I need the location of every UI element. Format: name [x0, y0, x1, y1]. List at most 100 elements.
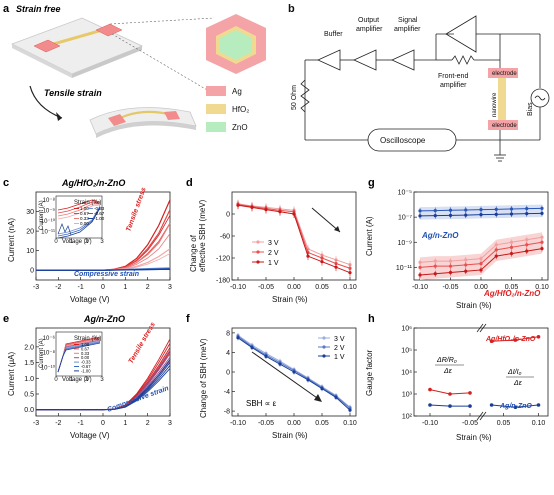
chart-e-inset-legend-label: 0.33	[81, 351, 90, 356]
chart-g-series-point	[479, 257, 483, 261]
chart-e-inset-legend-label: 0.00	[81, 355, 90, 360]
panel-b: b	[288, 3, 550, 162]
chart-g-xlabel: Strain (%)	[456, 301, 492, 310]
chart-g-label-ag-hfo2-zno: Ag/HfO₂/n-ZnO	[483, 289, 541, 298]
chart-h-ytick-label: 10⁵	[401, 348, 412, 355]
panel-label-d: d	[186, 177, 193, 189]
chart-h-ylabel: Gauge factor	[365, 349, 374, 396]
chart-h-series-point	[428, 387, 432, 392]
label-frontend-amp: Front-end amplifier	[438, 73, 468, 89]
chart-h-series-point	[468, 391, 472, 395]
legend-label-ag: Ag	[232, 87, 242, 96]
chart-h-series	[428, 335, 541, 410]
chart-e-ytick-label: 0.0	[24, 407, 34, 414]
zoom-line-top	[109, 17, 215, 25]
chart-h-break-top-2	[479, 323, 487, 333]
chart-e-series-line	[36, 368, 171, 411]
chart-h-series-point	[513, 405, 518, 410]
chart-f-ticks: -0.10 -0.05 0.00 0.05 0.10 -8 -4 0 4 8	[224, 330, 357, 427]
label-output-amp-2: amplifier	[356, 26, 383, 33]
chart-g-series-point	[464, 263, 468, 267]
chart-g-series-point	[448, 270, 453, 275]
chart-c-inset-line	[57, 199, 101, 211]
chart-c-xtick-label: -1	[78, 284, 84, 291]
chart-f-legend-label: 3 V	[334, 336, 345, 343]
chart-f-xtick-label: -0.05	[258, 420, 274, 427]
chart-h-series-point	[428, 403, 432, 407]
bent-electrode-left	[108, 114, 126, 126]
label-nanowire: nanowire	[492, 92, 498, 117]
chart-g-ytick-label: 10⁻⁵	[398, 190, 412, 197]
chart-h-xtick-label: 0.10	[532, 420, 546, 427]
legend-label-zno: ZnO	[232, 123, 248, 132]
chart-g-series-point	[540, 235, 544, 239]
chart-c-inset-legend-title: Strain (‰)	[74, 200, 101, 206]
chart-c-ytick-label: 20	[26, 229, 34, 236]
chart-c-inset-xtick: 1	[70, 239, 74, 245]
chart-e-xtick-label: -3	[33, 420, 39, 427]
chart-g-series-point	[433, 259, 437, 263]
chart-e-inset-legend: Strain (‰)1.000.670.330.00-0.33-0.67-1.0…	[74, 336, 101, 373]
chart-c-inset-xtick: 0	[54, 239, 58, 245]
chart-h-xtick-label: -0.05	[462, 420, 478, 427]
chart-g-series-point	[433, 264, 437, 268]
chart-g-series-point	[525, 212, 529, 216]
chart-g-ytick-label: 10⁻¹¹	[396, 265, 413, 272]
chart-c-xtick-label: 0	[101, 284, 105, 291]
chart-d-xtick-label: 0.05	[315, 284, 329, 291]
chart-c-inset-legend-label: 1.00	[80, 206, 89, 211]
chart-d-trend-arrow-head	[334, 226, 340, 232]
panel-g: g -0.10 -0.05 0.00 0.05 0.10 10⁻¹¹ 10⁻⁹ 10⁻⁷ 10⁻…	[365, 177, 549, 310]
chart-c-xtick-label: 3	[168, 284, 172, 291]
chart-c-ytick-label: 0	[30, 268, 34, 275]
chart-c-ytick-label: 10	[26, 248, 34, 255]
chart-c-inset-ylabel: Current (A)	[39, 200, 45, 230]
chart-c-inset-legend-label: -0.33	[94, 206, 105, 211]
label-oscilloscope: Oscilloscope	[380, 136, 426, 145]
chart-h-ytick-label: 10²	[402, 414, 413, 421]
flat-nanowire	[48, 28, 108, 46]
chart-h-break-bottom-1	[476, 411, 484, 421]
chart-d-ytick-label: -180	[216, 278, 230, 285]
chart-f-trend-arrow	[251, 351, 321, 401]
chart-d-series-point	[264, 208, 268, 212]
chart-c-inset-line	[57, 207, 101, 239]
chart-f-series	[236, 332, 352, 413]
bent-electrode-right	[164, 111, 180, 120]
chart-c-inset-xtick: 3	[100, 239, 104, 245]
chart-h-break-top-1	[476, 323, 484, 333]
chart-h-formula-left-num: ΔR/R₀	[436, 357, 457, 364]
chart-f-ytick-label: 0	[226, 370, 230, 377]
chart-g-xtick-label: 0.00	[474, 284, 488, 291]
panel-label-h: h	[368, 313, 375, 325]
tensile-strain-label: Tensile strain	[44, 88, 102, 98]
chart-c-xtick-label: 1	[123, 284, 127, 291]
panel-label-e: e	[3, 313, 9, 325]
chart-e-compressive-label: Compressive strain	[106, 385, 169, 414]
chart-e-xtick-label: 1	[123, 420, 127, 427]
chart-g-series-point	[479, 268, 483, 272]
chart-g-series-point	[418, 209, 422, 213]
chart-f-legend: 3 V 2 V 1 V	[318, 336, 345, 361]
panel-e: e Ag/n-ZnO -3 -2 -1 0 1 2 3 0.0 0.5 1.0 1.5 2.0 Vol…	[3, 313, 172, 440]
chart-h-series-point	[536, 335, 541, 339]
chart-g-series-point	[494, 254, 498, 258]
chart-e-xtick-label: -1	[78, 420, 84, 427]
chart-g-series-point	[464, 269, 468, 273]
chart-c-inset-line	[57, 203, 100, 217]
chart-g-ylabel: Current (A)	[365, 216, 374, 256]
chart-e-inset-line	[57, 342, 101, 373]
chart-d-ylabel-1: Change of	[189, 234, 198, 272]
chart-c-inset: 0 1 2 3 10⁻⁸ 10⁻⁹ 10⁻¹⁰ 10⁻¹¹	[41, 197, 105, 245]
chart-f-series-point	[320, 387, 324, 391]
legend-swatch-zno	[206, 122, 226, 132]
chart-g-ytick-label: 10⁻⁷	[398, 215, 412, 222]
label-output-amp-1: Output	[358, 17, 379, 24]
chart-c-xlabel: Voltage (V)	[70, 295, 110, 304]
chart-d-series-point	[348, 271, 352, 275]
chart-g-series-point	[525, 206, 529, 211]
chart-g-xtick-label: 0.10	[535, 284, 549, 291]
hexagon-zno-core	[220, 30, 252, 60]
